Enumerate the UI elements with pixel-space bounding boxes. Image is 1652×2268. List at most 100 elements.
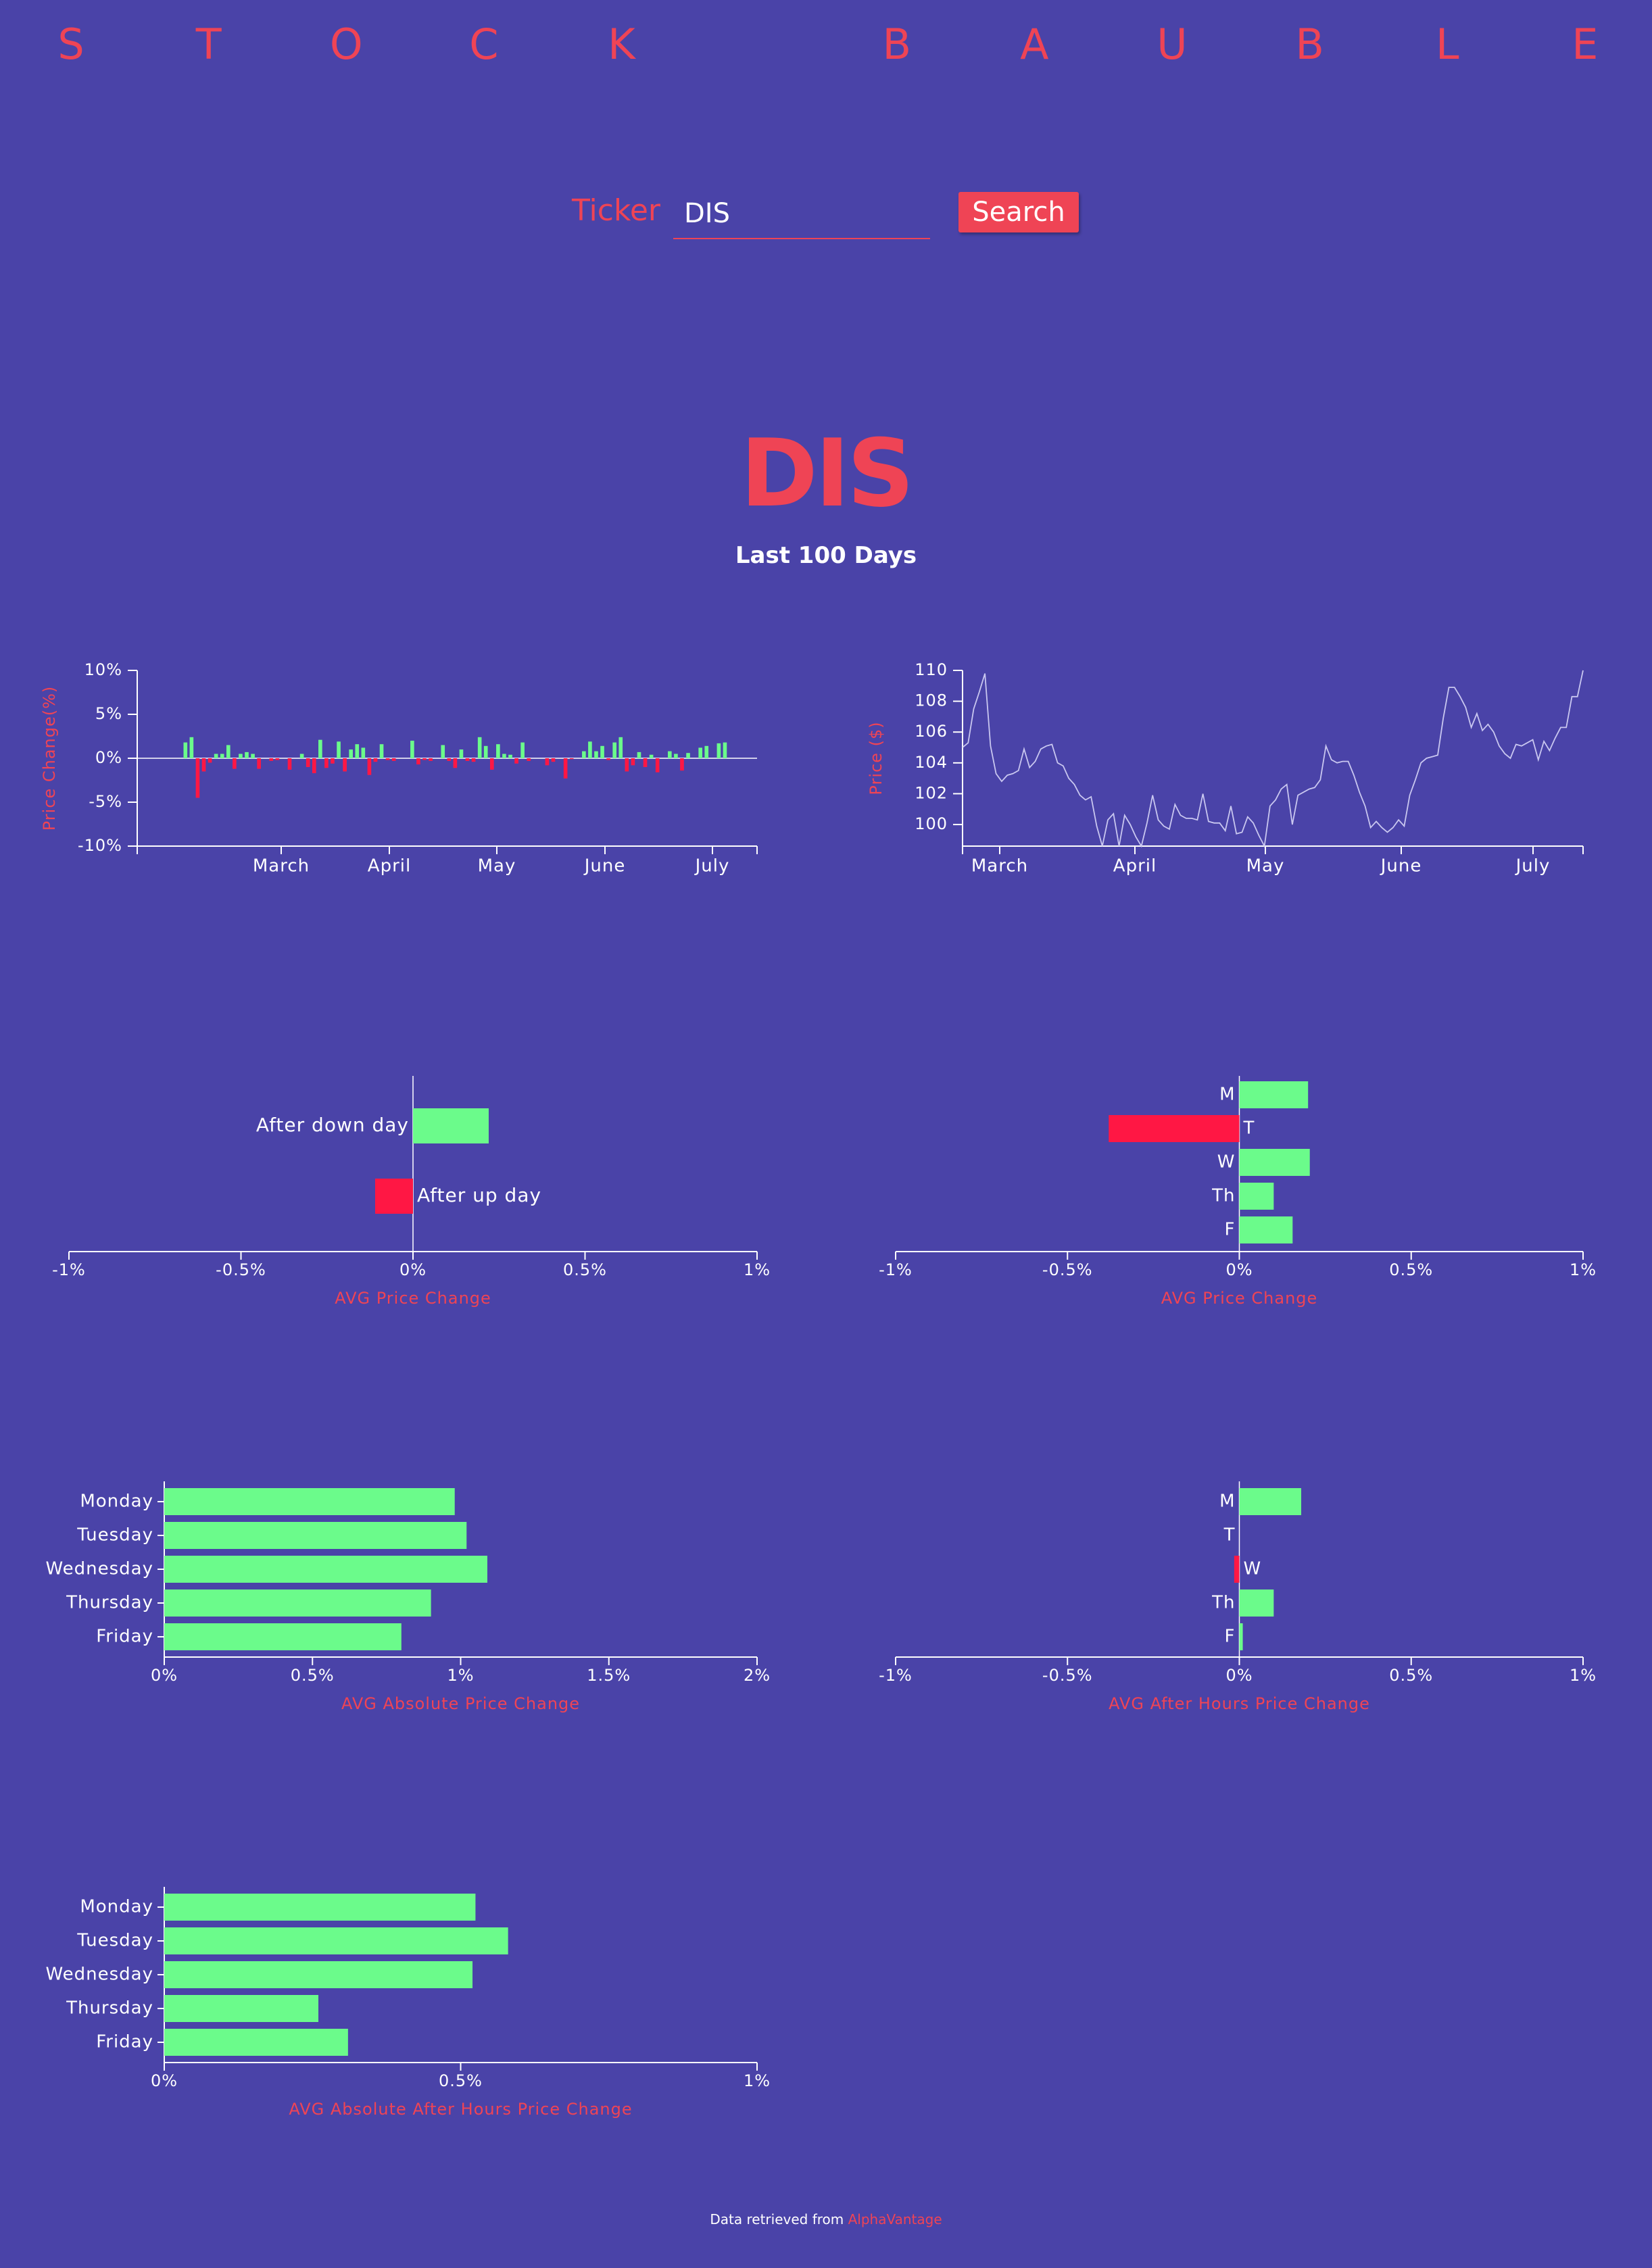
x-tick-label: April bbox=[1113, 856, 1157, 877]
bar bbox=[569, 758, 574, 760]
footer: Data retrieved from AlphaVantage bbox=[0, 2211, 1652, 2227]
search-bar: Ticker Search bbox=[0, 189, 1652, 243]
y-tick-label: 5% bbox=[95, 704, 122, 723]
bar bbox=[312, 758, 316, 774]
bar bbox=[429, 758, 433, 761]
brand-letter: C bbox=[469, 19, 499, 69]
category-label: W bbox=[1244, 1559, 1262, 1579]
bar bbox=[269, 758, 274, 761]
bar bbox=[164, 2029, 348, 2056]
ticker-input[interactable] bbox=[673, 189, 930, 239]
x-tick-label: -0.5% bbox=[1042, 1666, 1093, 1685]
alphavantage-link[interactable]: AlphaVantage bbox=[848, 2211, 942, 2227]
bar bbox=[477, 737, 482, 758]
bar bbox=[704, 745, 709, 758]
bar bbox=[413, 1108, 489, 1143]
bar bbox=[220, 754, 224, 758]
x-tick-label: 1% bbox=[744, 1260, 771, 1279]
category-label: Th bbox=[1211, 1186, 1235, 1206]
x-tick-label: -1% bbox=[879, 1260, 913, 1279]
category-label: After down day bbox=[256, 1114, 409, 1136]
bar bbox=[1239, 1589, 1274, 1617]
x-tick-label: May bbox=[1246, 856, 1285, 877]
category-label: Tuesday bbox=[76, 1525, 153, 1546]
period-subtitle: Last 100 Days bbox=[735, 542, 917, 569]
bar bbox=[618, 737, 623, 758]
x-tick-label: 1% bbox=[744, 2071, 771, 2090]
x-tick-label: 0% bbox=[1225, 1260, 1253, 1279]
x-tick-label: -1% bbox=[52, 1260, 86, 1279]
x-tick-label: 0.5% bbox=[439, 2071, 483, 2090]
x-tick-label: 1% bbox=[1570, 1260, 1597, 1279]
bar bbox=[422, 758, 427, 760]
bar bbox=[1239, 1623, 1243, 1650]
category-label: Thursday bbox=[66, 1593, 153, 1613]
bar bbox=[164, 1623, 402, 1650]
app-title: S T O C K B A U B L E bbox=[51, 14, 1605, 74]
category-label: Monday bbox=[80, 1897, 153, 1917]
bar bbox=[164, 1961, 473, 1988]
bar bbox=[349, 749, 354, 758]
category-label: T bbox=[1243, 1118, 1255, 1139]
bar bbox=[245, 751, 249, 758]
bar bbox=[453, 758, 458, 768]
x-tick-label: May bbox=[478, 856, 516, 877]
category-label: F bbox=[1225, 1220, 1236, 1240]
search-button[interactable]: Search bbox=[958, 192, 1079, 232]
bar bbox=[489, 758, 494, 770]
y-tick-label: 102 bbox=[915, 783, 948, 802]
brand-letter: B bbox=[1295, 19, 1324, 69]
bar bbox=[1239, 1488, 1302, 1515]
bar bbox=[355, 744, 360, 758]
bar bbox=[441, 745, 445, 758]
y-tick-label: 100 bbox=[915, 814, 948, 833]
x-tick-label: 0% bbox=[399, 1260, 427, 1279]
y-tick-label: 106 bbox=[915, 722, 948, 741]
bar bbox=[164, 1589, 431, 1617]
bar bbox=[201, 758, 206, 772]
bar bbox=[723, 742, 727, 758]
bar bbox=[1109, 1115, 1240, 1142]
x-tick-label: 1% bbox=[1570, 1666, 1597, 1685]
x-tick-label: 0.5% bbox=[291, 1666, 335, 1685]
bar bbox=[465, 758, 470, 761]
category-label: Friday bbox=[96, 2032, 153, 2052]
brand-letter: S bbox=[57, 19, 84, 69]
category-label: T bbox=[1223, 1525, 1236, 1546]
x-axis-title: AVG Absolute After Hours Price Change bbox=[289, 2100, 632, 2119]
bar bbox=[496, 744, 500, 758]
bar bbox=[164, 1995, 319, 2022]
x-tick-label: July bbox=[1515, 856, 1551, 877]
bar bbox=[631, 758, 635, 766]
category-label: Wednesday bbox=[45, 1559, 153, 1579]
bar bbox=[275, 758, 280, 760]
y-tick-label: 110 bbox=[915, 660, 948, 679]
bar bbox=[164, 1927, 508, 1954]
x-tick-label: 0% bbox=[1225, 1666, 1253, 1685]
y-tick-label: 108 bbox=[915, 691, 948, 710]
bar bbox=[189, 737, 194, 758]
category-label: Tuesday bbox=[76, 1931, 153, 1951]
x-tick-label: 1% bbox=[447, 1666, 474, 1685]
category-label: W bbox=[1217, 1152, 1236, 1173]
bar bbox=[655, 758, 660, 772]
bar bbox=[545, 758, 550, 766]
category-label: M bbox=[1219, 1492, 1235, 1512]
bar bbox=[416, 758, 420, 765]
footer-text: Data retrieved from bbox=[710, 2211, 848, 2227]
y-tick-label: 104 bbox=[915, 753, 948, 772]
ticker-label: Ticker bbox=[572, 193, 661, 228]
x-tick-label: June bbox=[1380, 856, 1422, 877]
x-tick-label: -0.5% bbox=[216, 1260, 266, 1279]
bar bbox=[306, 758, 310, 767]
bar bbox=[594, 751, 598, 758]
bar bbox=[208, 758, 212, 763]
bar bbox=[287, 758, 292, 770]
bar bbox=[483, 745, 488, 758]
bar bbox=[183, 742, 188, 758]
bar bbox=[379, 744, 384, 758]
x-tick-label: 0% bbox=[151, 1666, 178, 1685]
bar bbox=[233, 758, 237, 769]
bar bbox=[164, 1894, 476, 1921]
